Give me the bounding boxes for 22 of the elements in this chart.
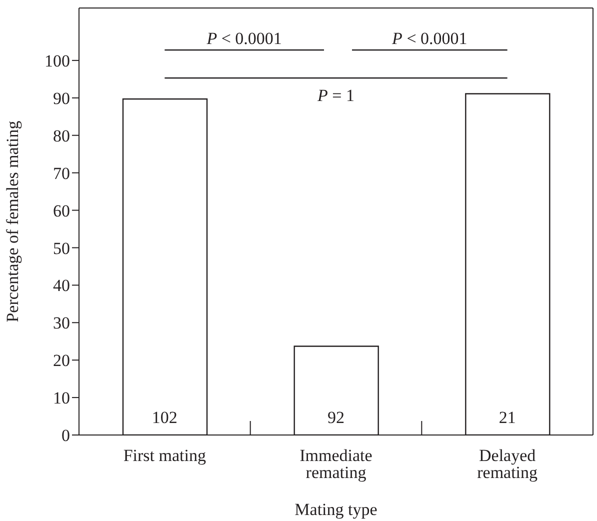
annotation: P = 1 [316,86,354,105]
x-tick-label: First mating [123,446,206,466]
annotation: 92 [328,408,344,427]
y-tick-label: 80 [53,126,70,146]
x-tick-label: Immediate remating [300,446,372,482]
y-tick-label: 40 [53,276,70,296]
y-tick-label: 30 [53,314,70,333]
y-tick-label: 0 [62,426,70,446]
y-tick-label: 50 [53,238,70,258]
x-tick-label: Delayed remating [477,446,538,482]
y-tick-label: 90 [53,88,70,108]
y-tick-label: 70 [53,164,70,183]
y-tick-label: 60 [53,201,70,220]
x-axis-title: Mating type [294,500,378,519]
annotation: 102 [152,408,178,427]
y-tick-label: 10 [53,388,70,408]
annotation: 21 [498,408,516,427]
y-tick-label: 20 [53,351,70,370]
y-tick-label: 100 [44,51,70,70]
annotation: P < 0.0001 [391,29,468,48]
y-axis-title: Percentage of females mating [3,120,22,322]
annotation: P < 0.0001 [206,29,282,48]
